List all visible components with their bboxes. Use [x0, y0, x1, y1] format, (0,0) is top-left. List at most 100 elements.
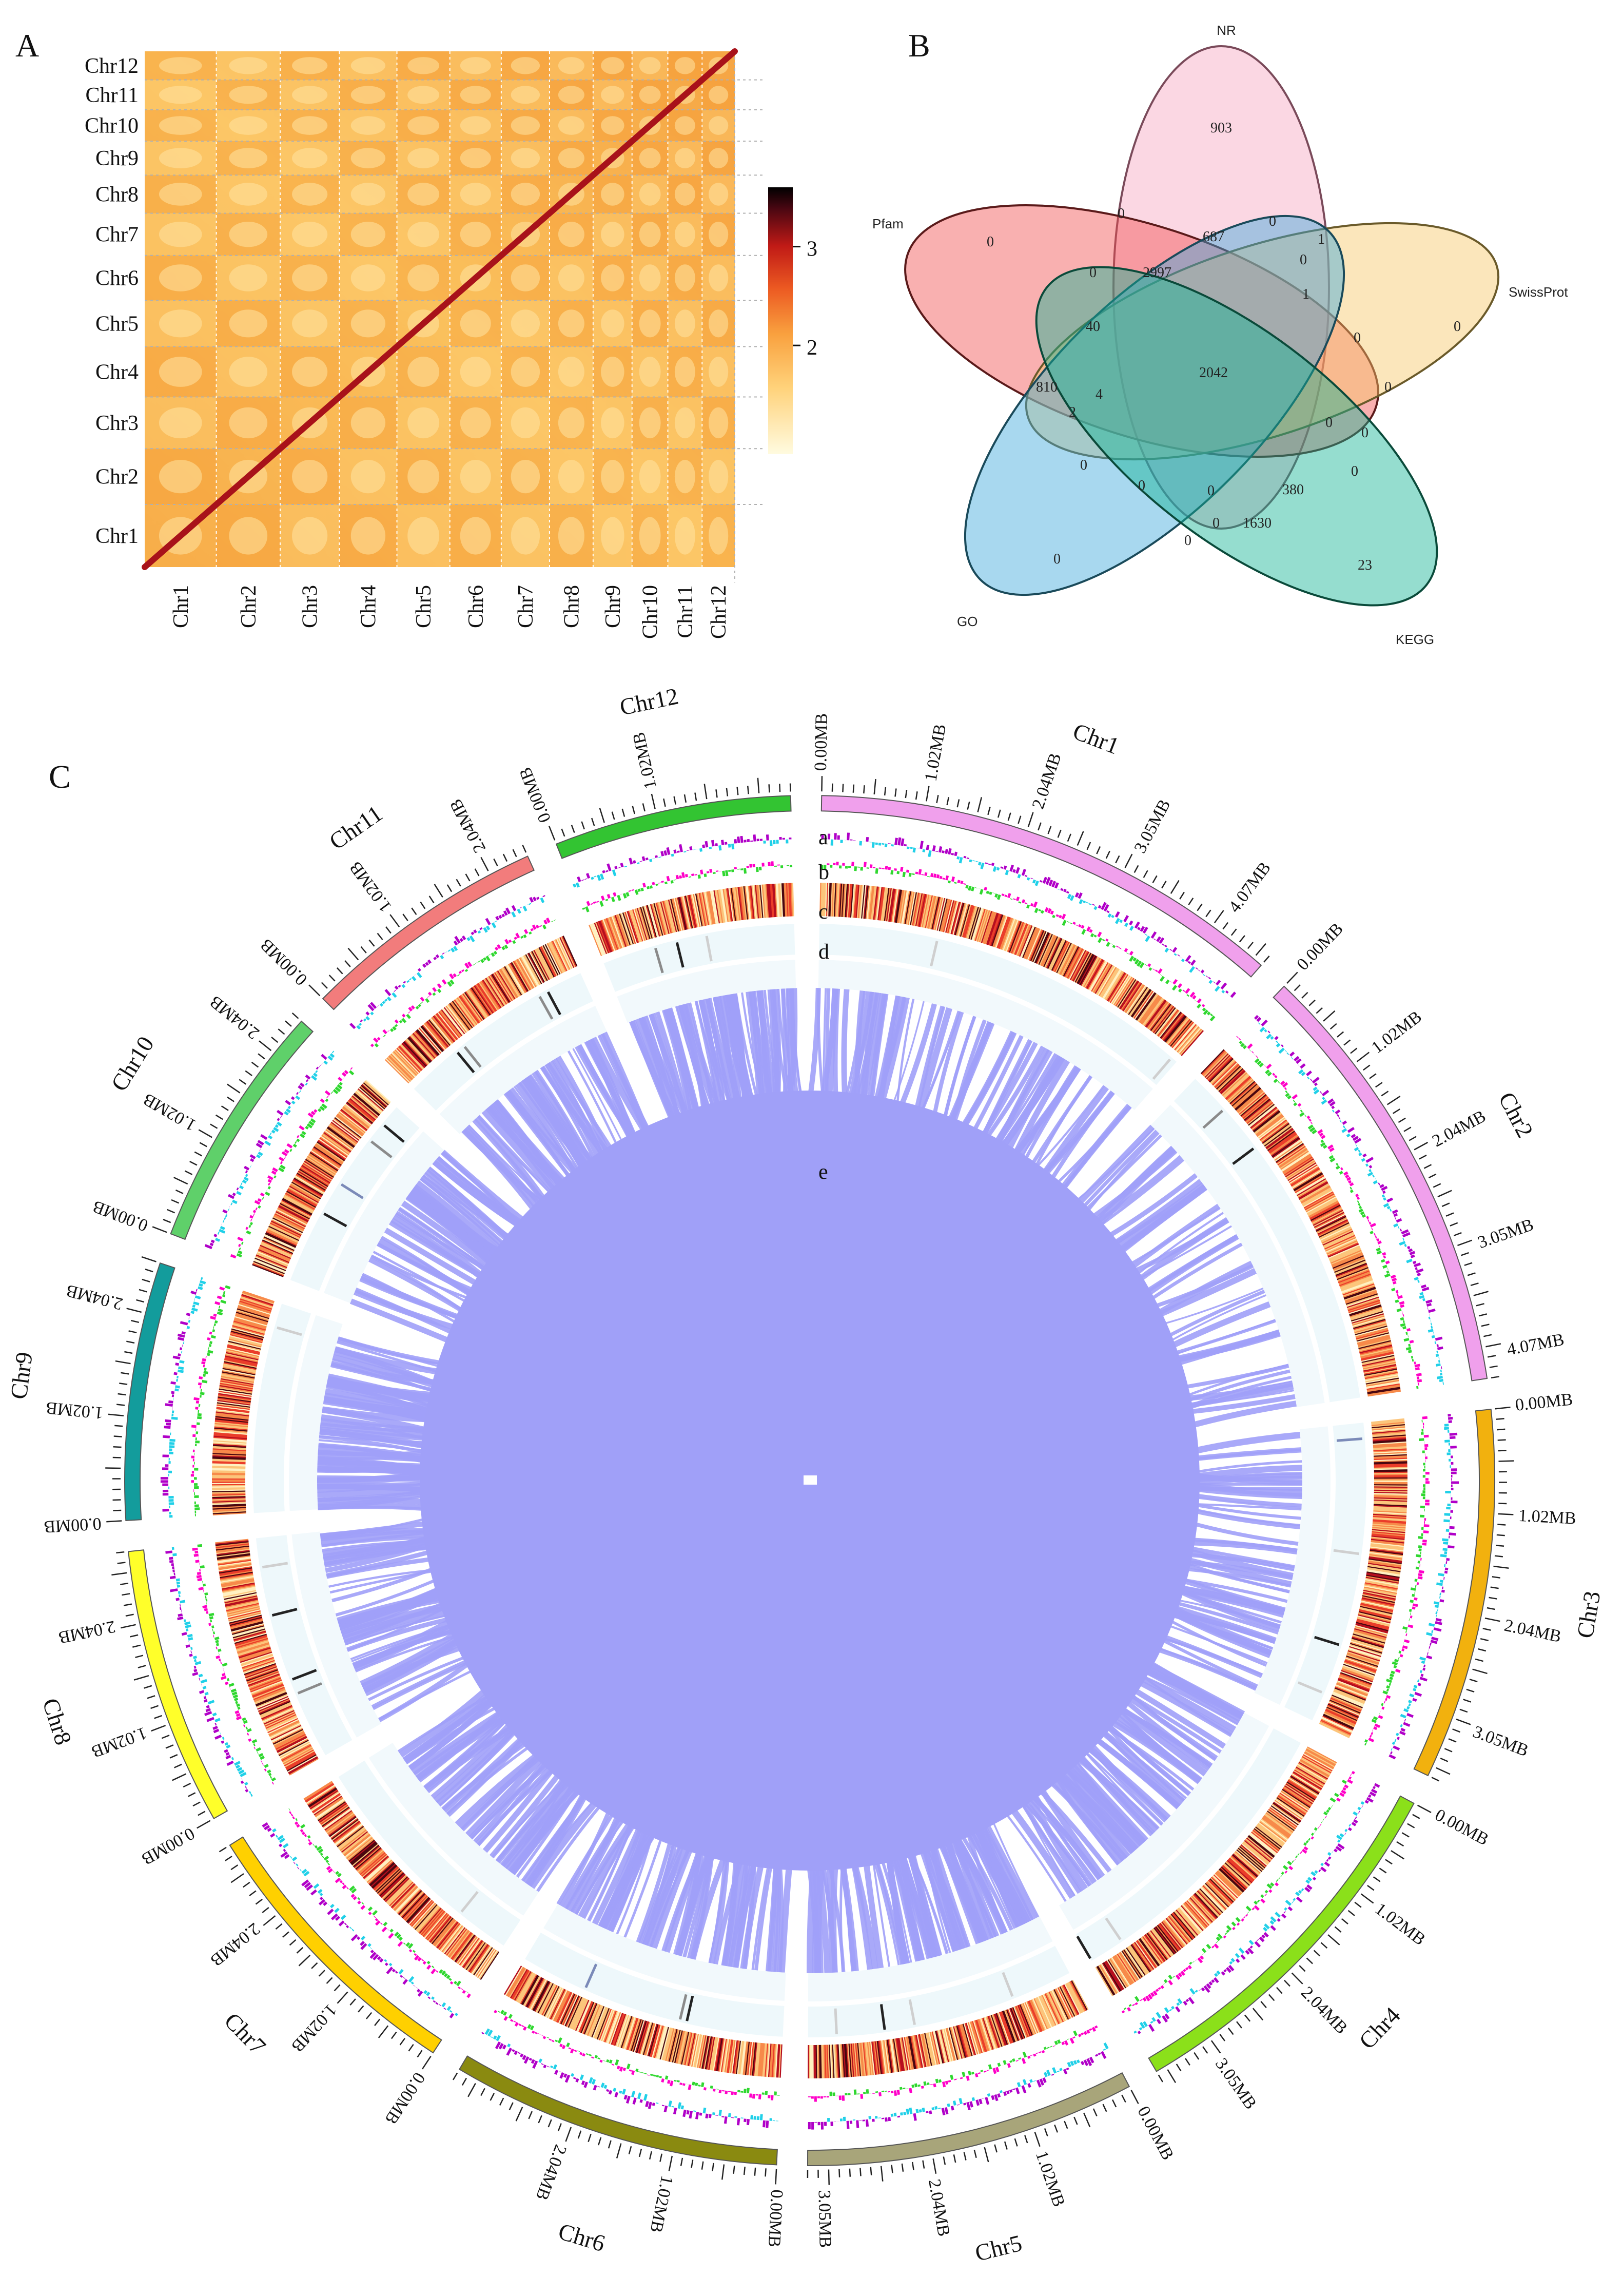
- gc-skew-bar: [208, 1623, 211, 1626]
- gene-density-bin: [532, 1980, 549, 2011]
- gene-density-bin: [282, 1746, 312, 1763]
- gene-density-bin: [990, 914, 1003, 946]
- gene-density-bin: [241, 1296, 273, 1308]
- gene-density-bin: [1278, 1146, 1307, 1166]
- gc-skew-bar: [1389, 1677, 1393, 1680]
- gene-density-bin: [214, 1425, 248, 1430]
- gc-content-bar: [181, 1632, 187, 1636]
- gene-density-bin: [836, 883, 839, 917]
- gene-density-bin: [1373, 1436, 1406, 1441]
- gc-skew-bar: [1285, 1090, 1288, 1094]
- gene-density-bin: [1210, 1877, 1235, 1902]
- gene-density-bin: [227, 1607, 260, 1616]
- hic-compartment: [601, 357, 624, 387]
- gene-density-bin: [1318, 1220, 1348, 1236]
- feature-mark: [1333, 1549, 1359, 1555]
- gene-density-bin: [212, 1461, 246, 1464]
- gc-content-bar: [1114, 911, 1120, 918]
- gc-content-bar: [991, 862, 994, 866]
- gene-density-bin: [286, 1753, 316, 1770]
- gc-skew-bar: [1223, 1935, 1227, 1939]
- venn-count: 380: [1282, 482, 1304, 498]
- gene-density-bin: [1349, 1645, 1382, 1657]
- gene-density-bin: [234, 1316, 267, 1327]
- hic-compartment: [229, 264, 268, 291]
- gene-density-bin: [284, 1750, 315, 1767]
- gc-skew-bar: [1358, 1208, 1363, 1213]
- gene-density-bin: [1280, 1150, 1308, 1170]
- gene-density-bin: [1082, 957, 1100, 987]
- gene-density-bin: [1374, 1458, 1407, 1462]
- gene-density-bin: [930, 896, 939, 929]
- gene-density-bin: [445, 1928, 466, 1955]
- gene-density-bin: [540, 1984, 557, 2015]
- gc-content-bar: [581, 2080, 585, 2086]
- gene-density-bin: [1126, 1947, 1146, 1976]
- gene-density-bin: [984, 2017, 996, 2049]
- gene-density-bin: [1365, 1375, 1399, 1383]
- gene-density-bin: [359, 1852, 386, 1875]
- gene-density-bin: [1028, 929, 1043, 961]
- gene-density-bin: [436, 1921, 458, 1948]
- gene-density-bin: [1353, 1631, 1386, 1642]
- gene-density-bin: [1313, 1211, 1344, 1227]
- gene-density-bin: [903, 891, 911, 924]
- gene-density-bin: [770, 2044, 774, 2077]
- gene-density-bin: [1359, 1606, 1393, 1615]
- gene-density-bin: [913, 2035, 921, 2069]
- gc-content-bar: [695, 2112, 699, 2119]
- gene-density-bin: [1067, 1982, 1084, 2013]
- gene-density-bin: [269, 1723, 301, 1739]
- gene-density-bin: [1373, 1517, 1406, 1521]
- feature-mark: [930, 941, 938, 967]
- gc-content-bar: [1335, 1845, 1342, 1852]
- gc-skew-bar: [1148, 967, 1152, 971]
- gene-density-bin: [1373, 1450, 1407, 1454]
- gene-density-bin: [286, 1754, 317, 1772]
- gc-content-bar: [1150, 931, 1157, 939]
- gene-density-bin: [1299, 1182, 1328, 1200]
- gene-density-bin: [859, 2042, 864, 2076]
- gene-density-bin: [1365, 1577, 1399, 1584]
- gc-skew-bar: [653, 2074, 656, 2077]
- gc-skew-bar: [1405, 1347, 1412, 1351]
- gene-density-bin: [1065, 1983, 1082, 2014]
- gene-density-bin: [1354, 1627, 1387, 1638]
- gc-content-bar: [977, 862, 982, 866]
- gene-density-bin: [1249, 1105, 1277, 1128]
- gene-density-bin: [955, 2026, 965, 2058]
- gc-skew-bar: [1206, 1943, 1211, 1950]
- gc-skew-bar: [243, 1720, 248, 1724]
- gc-skew-bar: [1241, 1918, 1244, 1922]
- hic-y-tick-label: Chr9: [95, 147, 139, 170]
- gene-density-bin: [1338, 1676, 1371, 1689]
- hic-compartment: [601, 86, 624, 104]
- gene-density-bin: [258, 1699, 290, 1713]
- gene-density-bin: [1283, 1786, 1313, 1805]
- gene-density-bin: [229, 1335, 263, 1345]
- gc-content-bar: [1438, 1573, 1444, 1577]
- gc-content-bar: [1016, 2082, 1021, 2087]
- gene-density-bin: [1360, 1602, 1394, 1611]
- gene-density-bin: [1228, 1079, 1254, 1103]
- gene-density-bin: [256, 1694, 288, 1708]
- gene-density-bin: [1208, 1879, 1234, 1904]
- venn-count: 0: [1361, 425, 1368, 441]
- gene-density-bin: [1349, 1304, 1382, 1316]
- gene-density-bin: [1351, 1311, 1383, 1322]
- gene-density-bin: [1345, 1291, 1377, 1303]
- gene-density-bin: [881, 887, 887, 921]
- gene-density-bin: [216, 1547, 250, 1553]
- gene-density-bin: [1311, 1205, 1341, 1222]
- gc-content-bar: [1164, 947, 1169, 953]
- gene-density-bin: [1301, 1757, 1331, 1775]
- gene-density-bin: [228, 1340, 261, 1350]
- gene-density-bin: [968, 2021, 980, 2054]
- gene-density-bin: [1148, 1002, 1170, 1030]
- gene-density-bin: [507, 1968, 526, 1997]
- gene-density-bin: [1324, 1235, 1356, 1250]
- gc-content-bar: [932, 845, 936, 851]
- gene-density-bin: [224, 1595, 258, 1604]
- gene-density-bin: [991, 2014, 1004, 2047]
- gc-content-bar: [1347, 1827, 1352, 1832]
